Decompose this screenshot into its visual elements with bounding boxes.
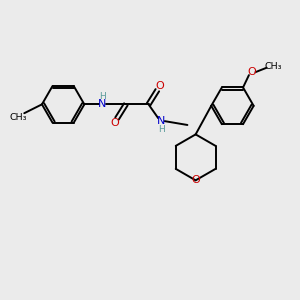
Text: H: H	[158, 124, 165, 134]
Text: O: O	[111, 118, 119, 128]
Text: O: O	[155, 81, 164, 91]
Text: O: O	[191, 175, 200, 185]
Text: H: H	[99, 92, 106, 101]
Text: CH₃: CH₃	[9, 113, 26, 122]
Text: N: N	[157, 116, 165, 126]
Text: CH₃: CH₃	[264, 62, 282, 71]
Text: O: O	[248, 67, 256, 77]
Text: N: N	[98, 99, 106, 110]
